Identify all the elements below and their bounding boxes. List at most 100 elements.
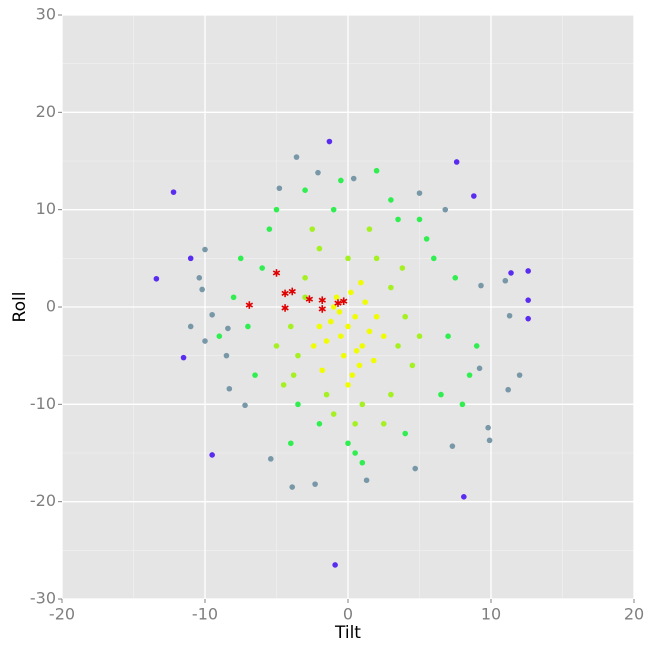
- point: [399, 265, 406, 271]
- y-axis-label: Roll: [10, 292, 30, 323]
- point: [363, 477, 370, 484]
- point: [202, 246, 208, 253]
- point: [225, 325, 231, 332]
- point: [170, 189, 177, 195]
- point: [359, 401, 366, 408]
- points: [153, 138, 531, 568]
- point: [416, 333, 423, 340]
- point: [409, 362, 416, 369]
- point: [431, 255, 437, 262]
- point: [328, 318, 334, 325]
- point: [323, 338, 330, 344]
- point: [336, 309, 343, 315]
- point: [316, 323, 323, 330]
- point: [373, 313, 380, 320]
- star-point: [245, 301, 254, 309]
- point: [366, 226, 373, 232]
- point: [506, 312, 513, 319]
- x-tick-label: 10: [481, 605, 501, 624]
- point: [180, 354, 187, 361]
- point: [461, 494, 467, 500]
- point: [502, 277, 509, 284]
- point: [402, 430, 409, 437]
- star-point: [288, 287, 296, 296]
- y-tick-label: -20: [30, 491, 56, 510]
- point: [359, 459, 366, 466]
- star-point: [281, 304, 289, 312]
- point: [486, 437, 493, 444]
- point: [380, 333, 387, 340]
- point: [416, 216, 423, 223]
- star-point: [272, 269, 281, 277]
- point: [280, 382, 287, 388]
- point: [288, 440, 294, 447]
- point: [388, 284, 394, 291]
- point: [273, 206, 280, 213]
- point: [319, 367, 326, 374]
- point: [276, 185, 283, 192]
- point: [459, 401, 466, 408]
- point: [442, 206, 449, 213]
- star-point: [281, 289, 289, 298]
- point: [302, 294, 308, 301]
- point: [412, 465, 419, 472]
- point: [423, 236, 430, 242]
- point: [302, 187, 308, 193]
- point: [226, 385, 233, 392]
- star-point: [340, 297, 348, 305]
- point: [485, 424, 491, 431]
- point: [326, 138, 333, 145]
- point: [289, 484, 296, 490]
- point: [349, 372, 356, 378]
- point: [187, 255, 194, 262]
- point: [359, 343, 366, 349]
- star-point: [334, 299, 342, 307]
- y-tick-label: 30: [36, 5, 56, 24]
- point: [373, 167, 380, 174]
- point: [476, 365, 483, 372]
- y-tick-label: 0: [46, 297, 56, 316]
- point: [508, 270, 514, 276]
- point: [345, 382, 351, 388]
- x-tick-label: -10: [192, 605, 218, 624]
- point: [353, 348, 360, 354]
- point: [478, 282, 484, 289]
- point: [438, 391, 444, 398]
- point: [505, 386, 511, 393]
- x-tick-label: -20: [49, 605, 75, 624]
- point: [466, 372, 473, 378]
- point: [309, 226, 316, 232]
- y-tick-label: 20: [36, 102, 56, 121]
- point: [395, 216, 401, 223]
- point: [356, 362, 363, 369]
- point: [345, 440, 351, 447]
- point: [312, 481, 318, 487]
- point: [323, 391, 330, 398]
- point: [345, 323, 351, 330]
- point: [153, 275, 160, 282]
- point: [525, 297, 531, 303]
- point: [525, 268, 531, 274]
- point: [252, 372, 258, 378]
- point: [471, 193, 477, 199]
- point: [453, 159, 460, 165]
- point: [202, 338, 208, 344]
- star-point: [318, 296, 326, 304]
- point: [358, 279, 364, 286]
- point: [293, 154, 300, 160]
- point: [267, 456, 274, 462]
- point: [402, 313, 409, 320]
- point: [209, 452, 215, 458]
- point: [370, 357, 377, 364]
- point: [295, 352, 301, 359]
- point: [352, 313, 358, 320]
- point: [196, 275, 203, 281]
- point: [223, 352, 230, 359]
- point: [473, 343, 480, 349]
- point: [362, 299, 368, 305]
- point: [330, 206, 337, 213]
- point: [350, 175, 357, 182]
- point: [452, 275, 459, 281]
